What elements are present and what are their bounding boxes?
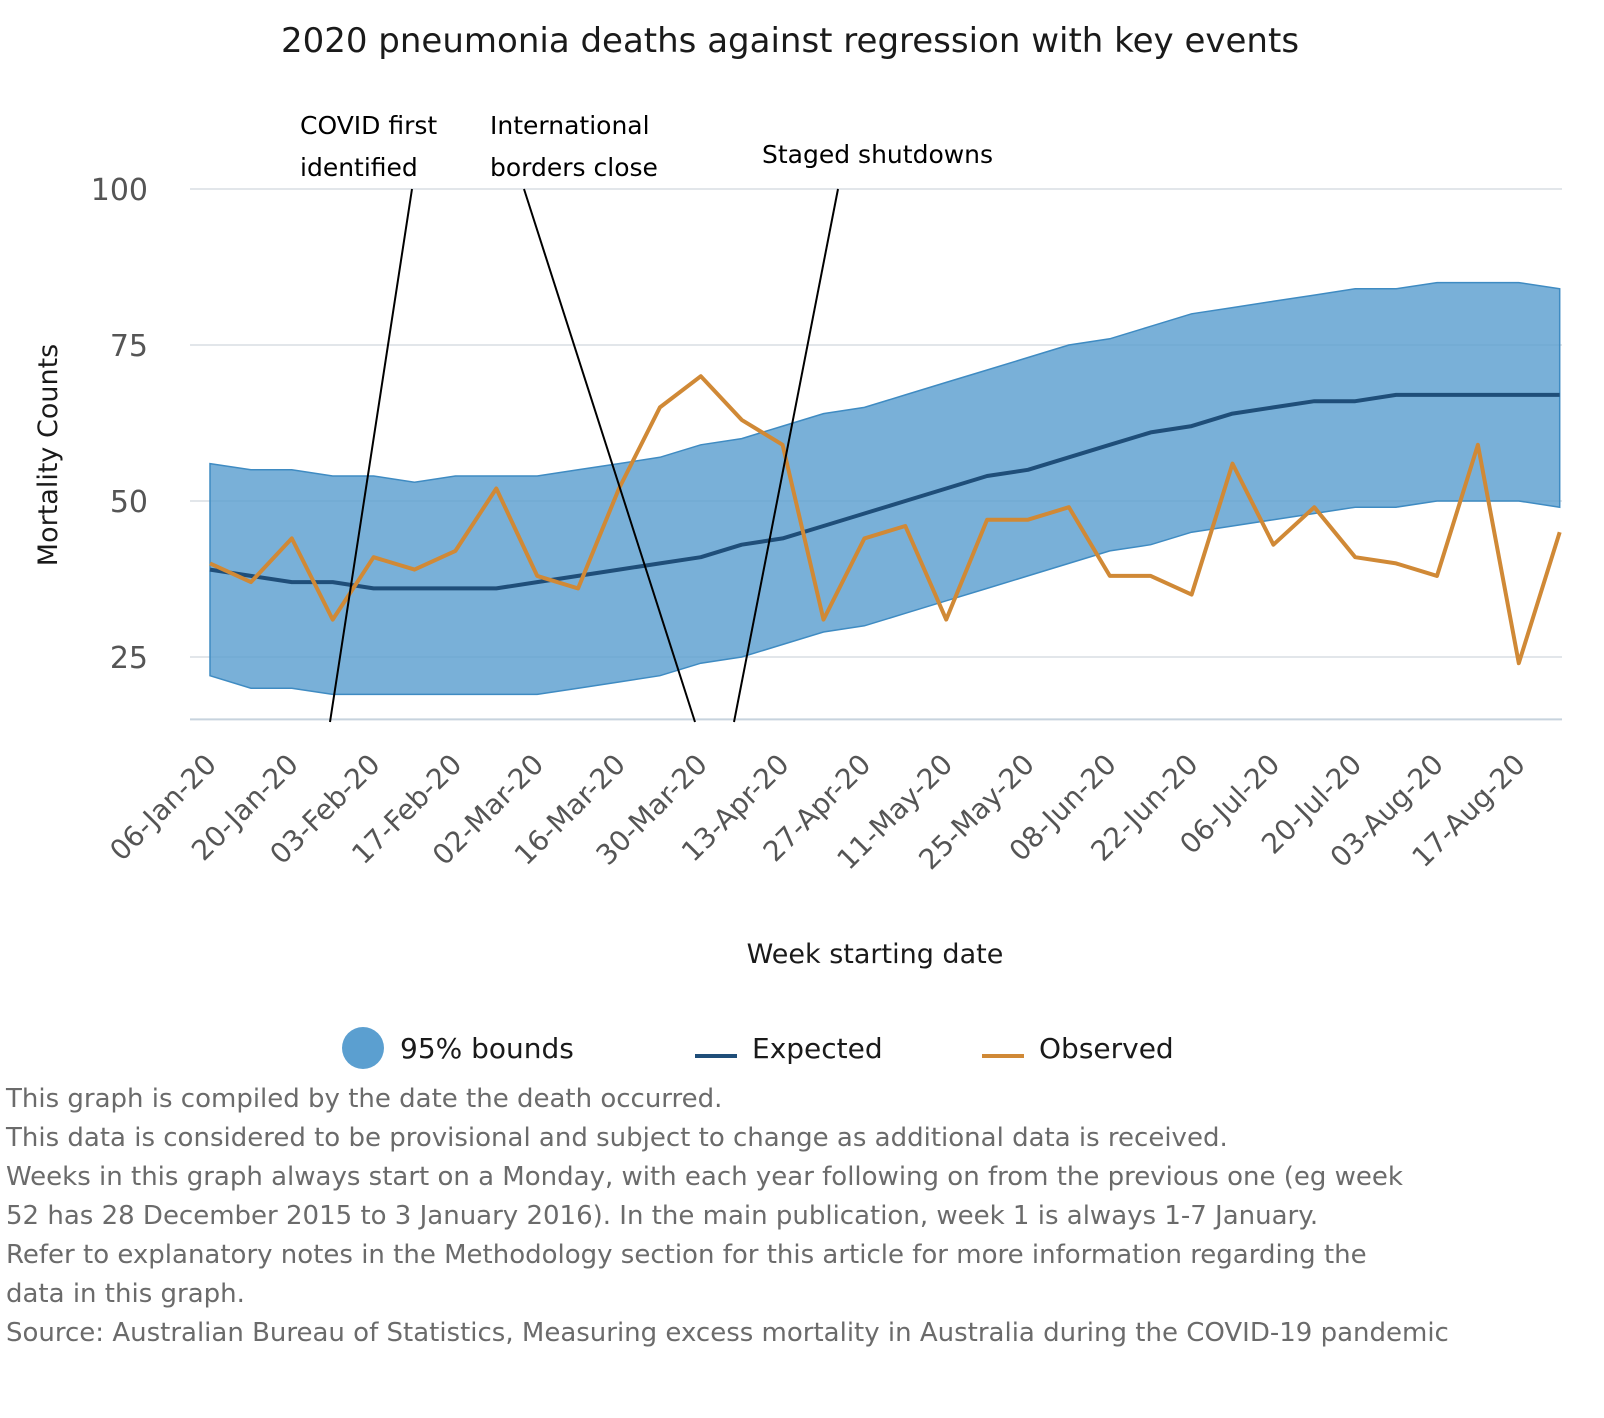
- note-line: This data is considered to be provisiona…: [6, 1123, 1228, 1153]
- note-line: data in this graph.: [6, 1279, 245, 1309]
- chart-notes: This graph is compiled by the date the d…: [6, 1080, 1596, 1353]
- y-tick-label: 50: [110, 485, 148, 520]
- event-pointer-line: [523, 188, 696, 723]
- y-tick-label: 75: [110, 329, 148, 364]
- event-label-shutdowns: Staged shutdowns: [762, 140, 993, 169]
- legend-observed-label: Observed: [1039, 1032, 1174, 1065]
- event-label-covid-line1: COVID first: [300, 111, 437, 140]
- note-line: This graph is compiled by the date the d…: [6, 1084, 723, 1114]
- event-pointer-line: [329, 188, 413, 723]
- event-labels: COVID first identified International bor…: [300, 111, 993, 182]
- observed-line: [209, 374, 1562, 666]
- note-line: Refer to explanatory notes in the Method…: [6, 1240, 1367, 1270]
- event-label-borders-line2: borders close: [490, 153, 658, 182]
- y-axis-ticks: 25 50 75 100: [91, 173, 148, 676]
- legend-bounds-label: 95% bounds: [400, 1032, 574, 1065]
- note-line: 52 has 28 December 2015 to 3 January 201…: [6, 1201, 1319, 1231]
- chart-title: 2020 pneumonia deaths against regression…: [281, 21, 1299, 61]
- y-axis-title: Mortality Counts: [33, 344, 64, 566]
- note-line: Source: Australian Bureau of Statistics,…: [6, 1318, 1449, 1348]
- x-axis-ticks: 06-Jan-2020-Jan-2003-Feb-2017-Feb-2002-M…: [103, 748, 1531, 877]
- event-lines-layer: [329, 188, 839, 723]
- legend: 95% bounds Expected Observed: [342, 1027, 1174, 1069]
- bounds-band-layer: [209, 281, 1561, 696]
- bounds-band: [209, 281, 1561, 696]
- chart: 2020 pneumonia deaths against regression…: [33, 21, 1562, 1069]
- x-axis-title: Week starting date: [747, 939, 1004, 970]
- series-lines-layer: [209, 374, 1562, 666]
- y-tick-label: 25: [110, 641, 148, 676]
- y-tick-label: 100: [91, 173, 148, 208]
- event-pointer-line: [733, 188, 839, 723]
- event-label-borders-line1: International: [490, 111, 650, 140]
- legend-expected-label: Expected: [752, 1032, 883, 1065]
- note-line: Weeks in this graph always start on a Mo…: [6, 1162, 1403, 1192]
- legend-bounds-swatch: [342, 1027, 384, 1069]
- expected-line: [209, 392, 1560, 591]
- event-label-covid-line2: identified: [300, 153, 418, 182]
